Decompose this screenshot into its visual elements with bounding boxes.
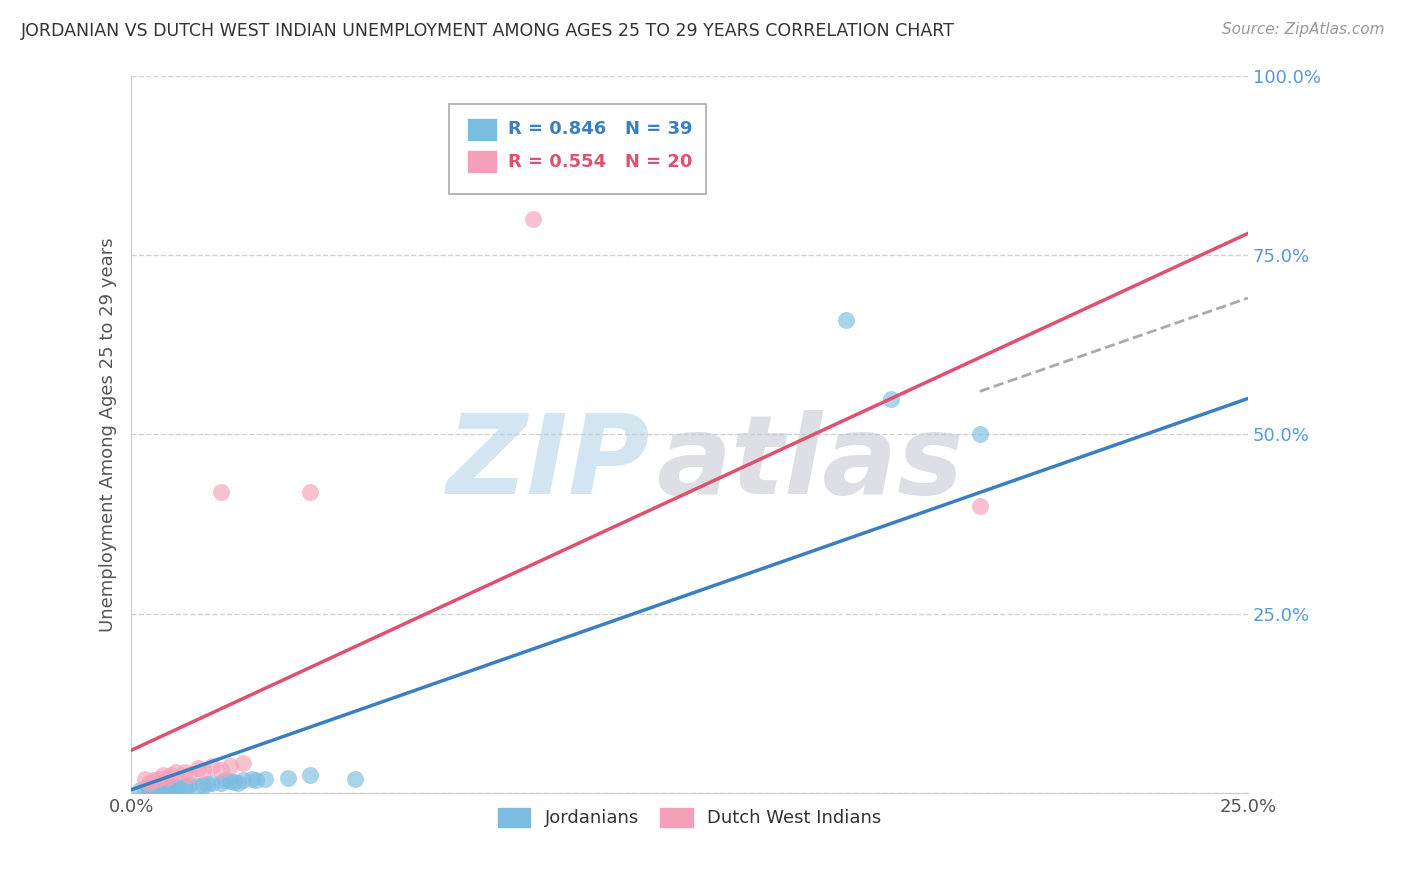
Point (138, 779, 160, 793)
Point (969, 500, 991, 514)
Point (173, 779, 195, 793)
Point (165, 779, 187, 793)
Point (146, 782, 169, 797)
Point (277, 771, 299, 785)
Point (218, 774, 240, 789)
Point (232, 773, 254, 788)
Point (187, 761, 209, 775)
Legend: Jordanians, Dutch West Indians: Jordanians, Dutch West Indians (491, 801, 889, 835)
Point (179, 768, 201, 782)
Point (201, 776, 224, 790)
Point (165, 782, 187, 797)
Point (146, 772, 169, 786)
Point (298, 484, 321, 499)
Point (160, 779, 183, 793)
Point (165, 764, 187, 779)
Point (191, 778, 214, 792)
Point (187, 779, 209, 793)
Point (222, 775, 245, 789)
Point (142, 782, 165, 797)
Point (879, 392, 901, 406)
FancyBboxPatch shape (467, 150, 498, 173)
Text: atlas: atlas (657, 409, 963, 516)
Point (209, 484, 232, 499)
Point (201, 759, 224, 773)
Text: R = 0.554   N = 20: R = 0.554 N = 20 (508, 153, 692, 170)
Point (152, 780, 174, 795)
Point (134, 782, 156, 797)
Point (191, 764, 214, 778)
Point (835, 312, 858, 326)
Point (138, 775, 160, 789)
Point (254, 772, 277, 786)
Text: Source: ZipAtlas.com: Source: ZipAtlas.com (1222, 22, 1385, 37)
Point (152, 768, 174, 782)
FancyBboxPatch shape (450, 104, 706, 194)
Point (195, 777, 218, 791)
Point (343, 772, 366, 786)
FancyBboxPatch shape (467, 118, 498, 141)
Text: JORDANIAN VS DUTCH WEST INDIAN UNEMPLOYMENT AMONG AGES 25 TO 29 YEARS CORRELATIO: JORDANIAN VS DUTCH WEST INDIAN UNEMPLOYM… (21, 22, 955, 40)
Point (173, 780, 195, 795)
Text: R = 0.846   N = 39: R = 0.846 N = 39 (508, 120, 692, 138)
Point (209, 775, 232, 789)
Point (156, 771, 179, 785)
Point (179, 778, 201, 792)
Point (152, 782, 174, 797)
Point (522, 212, 544, 227)
Y-axis label: Unemployment Among Ages 25 to 29 years: Unemployment Among Ages 25 to 29 years (100, 237, 117, 632)
Point (298, 768, 321, 782)
Point (134, 772, 156, 786)
Text: ZIP: ZIP (447, 409, 651, 516)
Point (173, 764, 195, 779)
Point (156, 781, 179, 796)
Point (228, 775, 250, 789)
Point (232, 756, 254, 771)
Point (245, 773, 267, 788)
Point (240, 772, 263, 786)
Point (160, 781, 183, 796)
Point (129, 782, 152, 797)
Point (209, 764, 232, 778)
Point (160, 768, 183, 782)
Point (138, 784, 160, 798)
Point (142, 773, 165, 788)
Point (142, 781, 165, 796)
Point (969, 427, 991, 442)
Point (165, 780, 187, 795)
Point (218, 759, 240, 773)
Point (156, 779, 179, 793)
Point (146, 780, 169, 795)
Point (214, 773, 236, 788)
